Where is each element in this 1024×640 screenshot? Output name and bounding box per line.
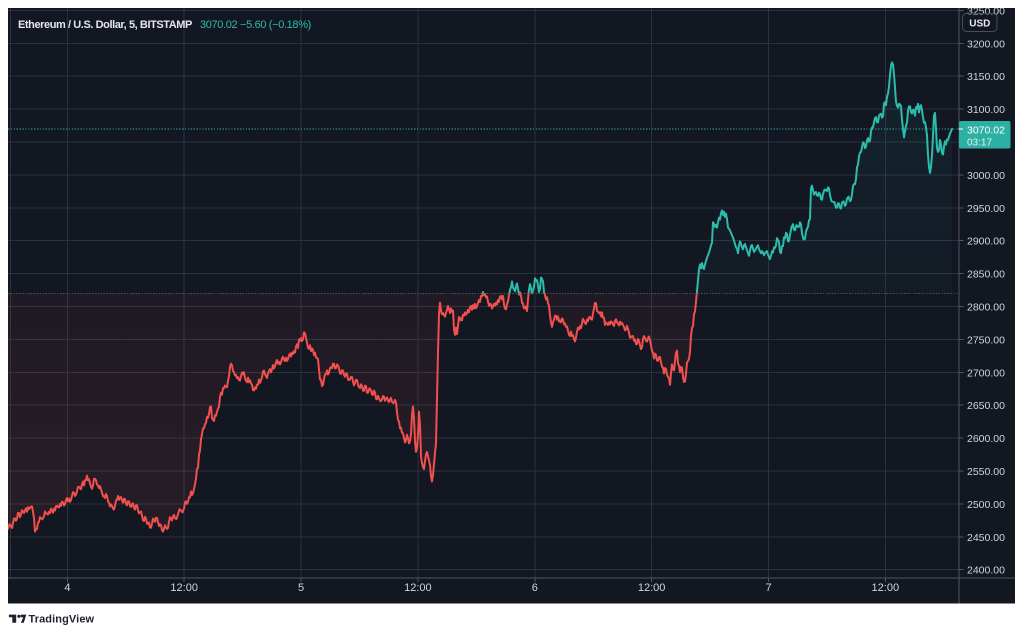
svg-text:12:00: 12:00 bbox=[404, 582, 432, 594]
svg-text:2900.00: 2900.00 bbox=[967, 236, 1005, 248]
svg-text:7: 7 bbox=[765, 582, 771, 594]
svg-text:3200.00: 3200.00 bbox=[967, 38, 1005, 50]
svg-text:12:00: 12:00 bbox=[872, 582, 900, 594]
svg-text:3250.00: 3250.00 bbox=[967, 5, 1005, 17]
svg-text:2750.00: 2750.00 bbox=[967, 334, 1005, 346]
svg-text:12:00: 12:00 bbox=[638, 582, 666, 594]
svg-text:3100.00: 3100.00 bbox=[967, 104, 1005, 116]
svg-text:2500.00: 2500.00 bbox=[967, 499, 1005, 511]
svg-text:6: 6 bbox=[532, 582, 538, 594]
svg-text:Ethereum / U.S. Dollar, 5, BIT: Ethereum / U.S. Dollar, 5, BITSTAMP bbox=[18, 19, 192, 31]
svg-text:2850.00: 2850.00 bbox=[967, 269, 1005, 281]
svg-text:2550.00: 2550.00 bbox=[967, 466, 1005, 478]
svg-text:TradingView: TradingView bbox=[29, 614, 95, 626]
svg-text:3000.00: 3000.00 bbox=[967, 170, 1005, 182]
svg-text:2650.00: 2650.00 bbox=[967, 400, 1005, 412]
svg-text:2950.00: 2950.00 bbox=[967, 203, 1005, 215]
svg-text:5: 5 bbox=[298, 582, 304, 594]
svg-text:12:00: 12:00 bbox=[170, 582, 198, 594]
svg-text:3070.02: 3070.02 bbox=[967, 125, 1005, 137]
svg-text:03:17: 03:17 bbox=[967, 138, 992, 149]
svg-text:USD: USD bbox=[969, 19, 990, 30]
svg-text:2600.00: 2600.00 bbox=[967, 433, 1005, 445]
svg-text:2450.00: 2450.00 bbox=[967, 532, 1005, 544]
svg-text:3070.02 −5.60 (−0.18%): 3070.02 −5.60 (−0.18%) bbox=[200, 19, 311, 31]
svg-text:4: 4 bbox=[64, 582, 70, 594]
svg-text:2800.00: 2800.00 bbox=[967, 302, 1005, 314]
svg-text:2400.00: 2400.00 bbox=[967, 565, 1005, 577]
svg-text:3150.00: 3150.00 bbox=[967, 71, 1005, 83]
svg-text:2700.00: 2700.00 bbox=[967, 367, 1005, 379]
